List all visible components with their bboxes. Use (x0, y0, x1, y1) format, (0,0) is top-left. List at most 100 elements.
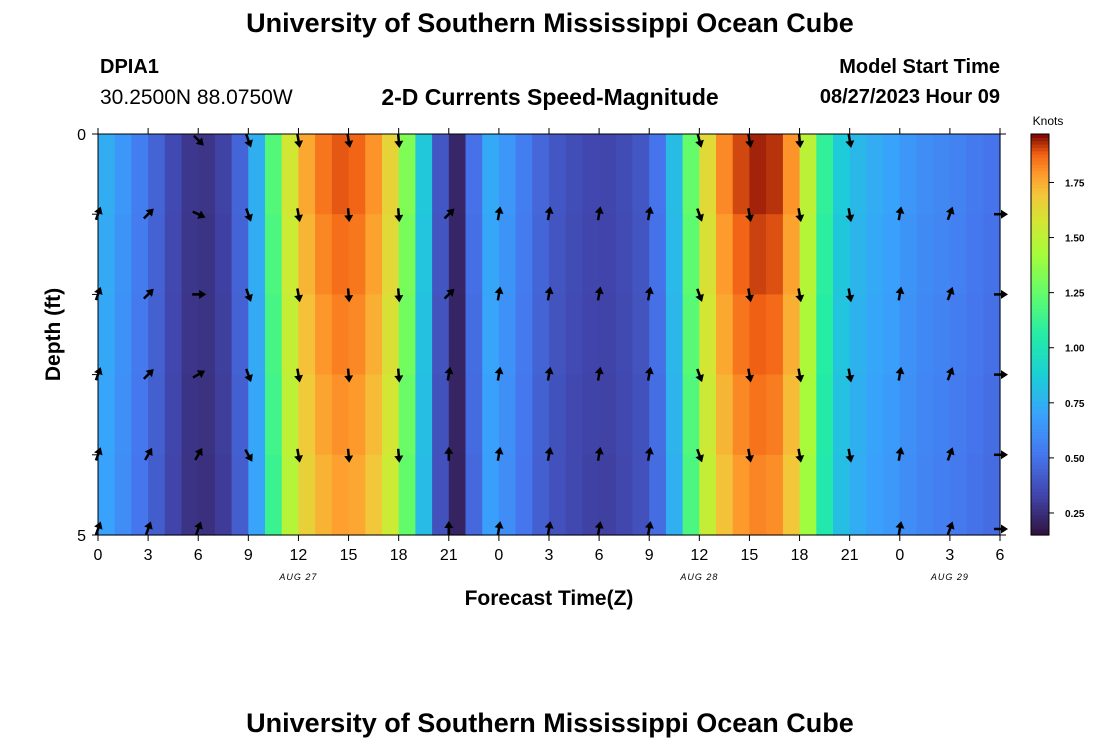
heatmap-cell (231, 374, 249, 456)
heatmap-cell (966, 214, 984, 295)
heatmap-cell (716, 214, 734, 295)
current-arrow-head (494, 521, 504, 529)
current-arrow-head (294, 455, 304, 463)
heatmap-cell (716, 294, 734, 376)
heatmap-cell (749, 454, 767, 536)
current-arrow (394, 448, 404, 463)
current-arrow (594, 286, 604, 301)
x-date-label: AUG 29 (930, 572, 969, 582)
heatmap-cell (281, 374, 299, 456)
heatmap-cell (214, 374, 233, 456)
current-arrow-head (197, 210, 206, 219)
current-arrow-head (845, 140, 855, 148)
current-arrow-head (444, 446, 454, 454)
current-arrow-head (895, 366, 905, 375)
colorbar-segment (1031, 150, 1049, 155)
heatmap-cell (348, 134, 366, 215)
heatmap-cell (465, 214, 483, 295)
heatmap-cell (699, 374, 717, 456)
station-coordinates: 30.2500N 88.0750W (100, 86, 293, 109)
colorbar-segment (1031, 414, 1049, 419)
current-arrow (494, 206, 504, 221)
heatmap-cell (816, 294, 834, 376)
colorbar-segment (1031, 291, 1049, 295)
heatmap-cell (432, 374, 450, 456)
current-arrow (144, 521, 153, 536)
heatmap-cell (465, 134, 483, 215)
heatmap-cell (766, 134, 784, 215)
colorbar-segment (1031, 311, 1049, 316)
x-tick-label: 6 (194, 547, 203, 564)
heatmap-cell (615, 374, 634, 456)
colorbar-segment (1031, 361, 1049, 366)
current-arrow-head (244, 453, 253, 462)
current-arrow-head (946, 447, 955, 456)
current-arrow (895, 521, 905, 536)
heatmap-cell (665, 214, 684, 295)
current-arrow-head (1001, 370, 1008, 380)
colorbar-segment (1031, 394, 1049, 399)
heatmap-cell (833, 374, 851, 456)
colorbar-segment (1031, 230, 1049, 235)
heatmap-cell (315, 374, 333, 456)
current-arrow (192, 370, 206, 379)
heatmap-cell (365, 454, 383, 536)
current-arrow (244, 448, 253, 462)
heatmap-cell (432, 294, 450, 376)
heatmap-cell (565, 374, 583, 456)
heatmap-cell (482, 374, 500, 456)
x-tick-label: 12 (290, 547, 308, 564)
current-arrow-head (895, 286, 905, 295)
heatmap-cell (799, 374, 817, 456)
current-arrow-head (446, 288, 455, 297)
current-arrow-head (144, 521, 153, 530)
heatmap-cell (866, 134, 884, 215)
heatmap-cell (615, 294, 634, 376)
colorbar-segment (1031, 254, 1049, 259)
current-arrow-head (344, 375, 354, 383)
heatmap-cell (498, 214, 517, 295)
heatmap-cell (148, 134, 166, 215)
heatmap-cell (164, 294, 183, 376)
heatmap-cell (749, 214, 767, 295)
current-arrow (795, 448, 805, 463)
current-arrow-head (695, 374, 704, 383)
current-arrow (444, 366, 454, 381)
current-arrow-head (895, 446, 905, 455)
heatmap-cell (632, 294, 650, 376)
heatmap-cell (331, 294, 350, 376)
current-arrow (644, 286, 654, 301)
current-arrow-head (494, 206, 504, 214)
heatmap-cell (365, 214, 383, 295)
colorbar-tick-label: 0.25 (1065, 509, 1085, 520)
heatmap-cell (482, 214, 500, 295)
current-arrow (644, 521, 654, 536)
colorbar-segment (1031, 200, 1049, 205)
current-arrow-head (946, 286, 955, 295)
heatmap-cell (899, 134, 918, 215)
current-arrow-head (394, 140, 404, 148)
heatmap-cell (448, 454, 467, 536)
colorbar-segment (1031, 418, 1049, 422)
x-tick-label: 12 (690, 547, 708, 564)
heatmap-cell (532, 134, 550, 215)
heatmap-cell (281, 454, 299, 536)
x-tick-label: 15 (340, 547, 358, 564)
heatmap-cell (983, 134, 1001, 215)
heatmap-cell (866, 294, 884, 376)
current-arrow-head (745, 455, 755, 463)
heatmap-cell (749, 294, 767, 376)
heatmap-cell (114, 214, 132, 295)
heatmap-cell (231, 294, 249, 376)
current-arrow (895, 446, 905, 461)
heatmap-cell (966, 294, 984, 376)
heatmap-cell (131, 454, 149, 536)
current-arrow (544, 206, 554, 221)
y-tick-label: 5 (77, 528, 86, 545)
heatmap-cell (682, 374, 700, 456)
x-tick-label: 0 (895, 547, 904, 564)
heatmap-cell (532, 454, 550, 536)
colorbar-segment (1031, 381, 1049, 386)
heatmap-cell (883, 294, 901, 376)
heatmap-cell (883, 374, 901, 456)
